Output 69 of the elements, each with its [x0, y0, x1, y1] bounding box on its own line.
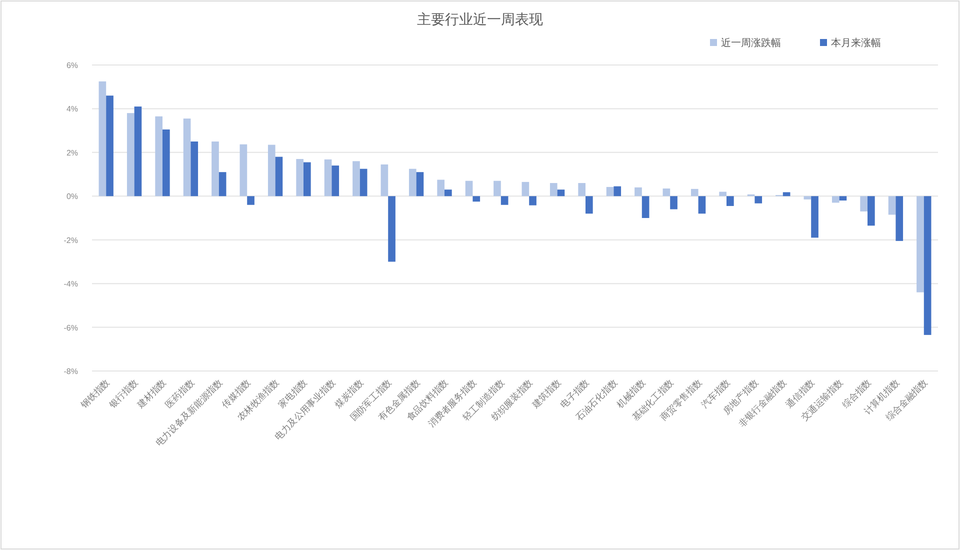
bar — [465, 180, 473, 196]
bar — [719, 192, 726, 196]
bar — [916, 196, 924, 292]
bar — [804, 196, 812, 200]
bar — [529, 196, 536, 206]
bar — [860, 196, 868, 212]
bar — [360, 168, 368, 196]
bar — [868, 196, 875, 226]
bar — [416, 172, 424, 196]
bar — [754, 196, 762, 204]
bar — [782, 192, 790, 196]
bar — [98, 81, 106, 196]
bar — [522, 182, 530, 196]
bar — [388, 196, 396, 262]
bar — [408, 168, 416, 196]
y-tick-label: -6% — [64, 323, 78, 332]
bar — [155, 116, 162, 196]
bar — [839, 196, 847, 201]
bar — [557, 190, 565, 196]
bar — [380, 164, 388, 196]
bar — [698, 196, 706, 214]
bar — [606, 186, 614, 196]
bar — [550, 183, 558, 196]
bar — [690, 188, 698, 196]
bar — [437, 180, 444, 196]
y-tick-label: -2% — [64, 236, 78, 245]
bar — [662, 188, 670, 196]
bar — [614, 186, 622, 196]
legend-label: 近一周涨跌幅 — [721, 37, 781, 49]
y-tick-label: 6% — [66, 61, 78, 70]
bar — [924, 196, 932, 335]
bar — [642, 196, 650, 218]
bar — [896, 196, 904, 241]
bar — [190, 142, 198, 196]
bar — [500, 196, 508, 205]
bar — [240, 144, 248, 196]
bar — [332, 166, 340, 196]
bar — [106, 96, 114, 196]
bar — [811, 196, 818, 238]
bar — [670, 196, 678, 210]
y-tick-label: 4% — [66, 104, 78, 114]
bar — [634, 187, 642, 196]
bar — [586, 196, 593, 214]
bar — [494, 180, 501, 196]
bar — [212, 142, 219, 196]
bar — [126, 113, 134, 196]
bar — [472, 196, 480, 202]
y-tick-label: -4% — [64, 280, 78, 289]
bar — [324, 159, 332, 196]
bar — [578, 183, 586, 196]
bar — [247, 196, 254, 205]
bar — [296, 158, 304, 196]
chart-title: 主要行业近一周表现 — [417, 11, 543, 27]
bar — [268, 144, 276, 196]
legend-label: 本月来涨幅 — [831, 37, 881, 49]
y-tick-label: 0% — [66, 192, 78, 202]
bar — [275, 156, 283, 196]
bar — [218, 172, 226, 196]
bar — [888, 196, 896, 215]
bar — [304, 162, 311, 196]
bar — [444, 190, 452, 196]
bar — [352, 161, 360, 196]
bar — [183, 118, 191, 196]
bar — [162, 129, 170, 196]
bar — [832, 196, 840, 203]
y-tick-label: -8% — [64, 367, 78, 376]
bar — [726, 196, 734, 206]
bar — [134, 106, 142, 196]
y-tick-label: 2% — [66, 148, 78, 158]
